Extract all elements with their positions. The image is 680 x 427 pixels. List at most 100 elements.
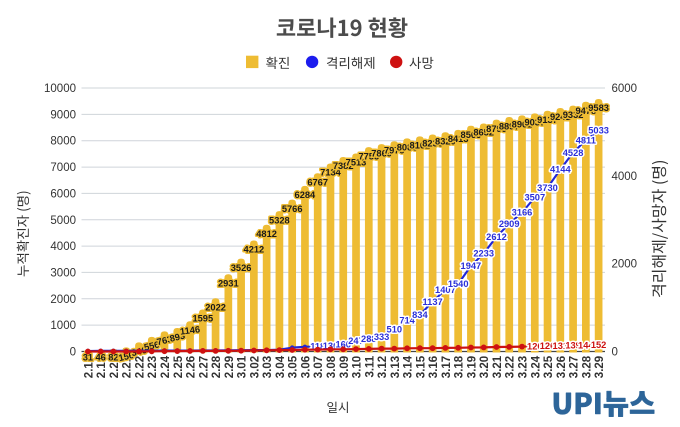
svg-text:7869: 7869 (371, 148, 392, 158)
svg-text:1137: 1137 (423, 297, 443, 307)
svg-text:131: 131 (553, 341, 569, 351)
svg-text:3.27: 3.27 (569, 356, 581, 378)
svg-text:2022: 2022 (205, 302, 226, 312)
svg-text:3.06: 3.06 (300, 356, 312, 378)
svg-text:8236: 8236 (422, 139, 443, 149)
svg-text:1000: 1000 (50, 320, 76, 332)
svg-text:8897: 8897 (499, 121, 520, 131)
svg-text:3.14: 3.14 (403, 355, 415, 378)
svg-text:8413: 8413 (448, 134, 469, 144)
svg-text:8320: 8320 (435, 137, 456, 147)
svg-text:4811: 4811 (576, 135, 596, 145)
svg-text:9037: 9037 (524, 118, 545, 128)
svg-text:3.17: 3.17 (441, 356, 453, 378)
svg-text:7755: 7755 (358, 151, 379, 161)
svg-text:2909: 2909 (499, 219, 520, 229)
svg-text:2.23: 2.23 (147, 356, 159, 378)
svg-text:2.26: 2.26 (186, 356, 198, 378)
svg-text:7382: 7382 (333, 161, 354, 171)
svg-text:7000: 7000 (50, 162, 76, 174)
svg-text:2.28: 2.28 (211, 355, 223, 378)
svg-text:144: 144 (578, 340, 594, 350)
svg-text:5328: 5328 (269, 215, 290, 225)
svg-text:3.21: 3.21 (492, 355, 504, 378)
svg-text:8799: 8799 (486, 124, 507, 134)
svg-text:6284: 6284 (295, 190, 317, 200)
svg-text:7134: 7134 (320, 168, 342, 178)
svg-text:166: 166 (335, 339, 351, 349)
svg-text:6000: 6000 (50, 188, 76, 200)
svg-text:3.25: 3.25 (543, 355, 555, 378)
svg-text:3.03: 3.03 (262, 356, 274, 378)
svg-text:2.22: 2.22 (135, 356, 147, 378)
svg-text:82: 82 (108, 353, 118, 363)
svg-text:126: 126 (540, 341, 556, 351)
svg-text:1146: 1146 (179, 324, 200, 336)
svg-text:2.24: 2.24 (160, 355, 172, 378)
svg-text:2931: 2931 (218, 279, 239, 289)
svg-text:3.09: 3.09 (339, 356, 351, 378)
svg-text:2.19: 2.19 (96, 356, 108, 378)
svg-text:3.10: 3.10 (352, 356, 364, 378)
svg-text:3.19: 3.19 (466, 356, 478, 378)
svg-text:2.20: 2.20 (109, 356, 121, 378)
svg-text:3526: 3526 (231, 263, 252, 273)
svg-text:4144: 4144 (550, 165, 572, 175)
svg-text:3.13: 3.13 (390, 356, 402, 378)
svg-text:4212: 4212 (244, 245, 265, 255)
svg-text:3.28: 3.28 (581, 355, 593, 378)
svg-text:3.05: 3.05 (288, 355, 300, 378)
svg-text:3507: 3507 (524, 193, 545, 203)
svg-text:1540: 1540 (448, 279, 469, 289)
svg-text:9478: 9478 (575, 106, 596, 116)
svg-text:10000: 10000 (44, 83, 76, 95)
svg-text:3.07: 3.07 (313, 356, 325, 378)
svg-text:5000: 5000 (50, 215, 76, 227)
svg-text:5033: 5033 (588, 126, 609, 136)
svg-text:3.01: 3.01 (237, 355, 249, 378)
svg-text:333: 333 (374, 332, 390, 342)
svg-text:9000: 9000 (50, 109, 76, 121)
svg-text:3.26: 3.26 (556, 356, 568, 378)
svg-text:3.29: 3.29 (594, 356, 606, 378)
svg-text:2000: 2000 (612, 259, 638, 271)
svg-text:6767: 6767 (307, 177, 328, 187)
svg-text:6000: 6000 (612, 83, 638, 95)
svg-text:2612: 2612 (486, 232, 507, 242)
svg-text:8000: 8000 (50, 136, 76, 148)
svg-text:3.04: 3.04 (275, 355, 287, 378)
svg-text:1947: 1947 (461, 261, 482, 271)
svg-text:0: 0 (612, 347, 618, 359)
svg-text:3.08: 3.08 (326, 355, 338, 378)
svg-text:3.23: 3.23 (518, 356, 530, 378)
svg-text:8652: 8652 (473, 128, 494, 138)
svg-text:8086: 8086 (397, 143, 418, 153)
svg-text:2233: 2233 (473, 249, 494, 259)
svg-text:3.18: 3.18 (454, 355, 466, 378)
svg-text:3730: 3730 (537, 183, 558, 193)
svg-text:3.16: 3.16 (428, 356, 440, 378)
svg-text:3.22: 3.22 (505, 356, 517, 378)
svg-text:139: 139 (565, 341, 581, 351)
svg-text:2000: 2000 (50, 294, 76, 306)
svg-text:4812: 4812 (256, 229, 277, 239)
svg-text:2.29: 2.29 (224, 356, 236, 378)
svg-text:120: 120 (527, 341, 543, 351)
svg-text:834: 834 (412, 310, 428, 320)
svg-text:288: 288 (361, 334, 377, 344)
svg-text:3.11: 3.11 (364, 355, 376, 377)
svg-text:9241: 9241 (550, 112, 571, 122)
svg-text:4000: 4000 (50, 241, 76, 253)
svg-text:7979: 7979 (384, 146, 405, 156)
svg-text:3166: 3166 (512, 208, 533, 218)
svg-text:3000: 3000 (50, 267, 76, 279)
svg-text:4528: 4528 (563, 148, 584, 158)
svg-text:8162: 8162 (410, 141, 431, 151)
svg-text:3.24: 3.24 (530, 355, 542, 378)
svg-text:3.02: 3.02 (249, 356, 261, 378)
svg-text:1407: 1407 (435, 285, 456, 295)
svg-text:0: 0 (70, 347, 76, 359)
svg-text:8961: 8961 (512, 120, 533, 130)
svg-text:2.21: 2.21 (122, 355, 134, 378)
svg-text:9137: 9137 (537, 115, 558, 125)
